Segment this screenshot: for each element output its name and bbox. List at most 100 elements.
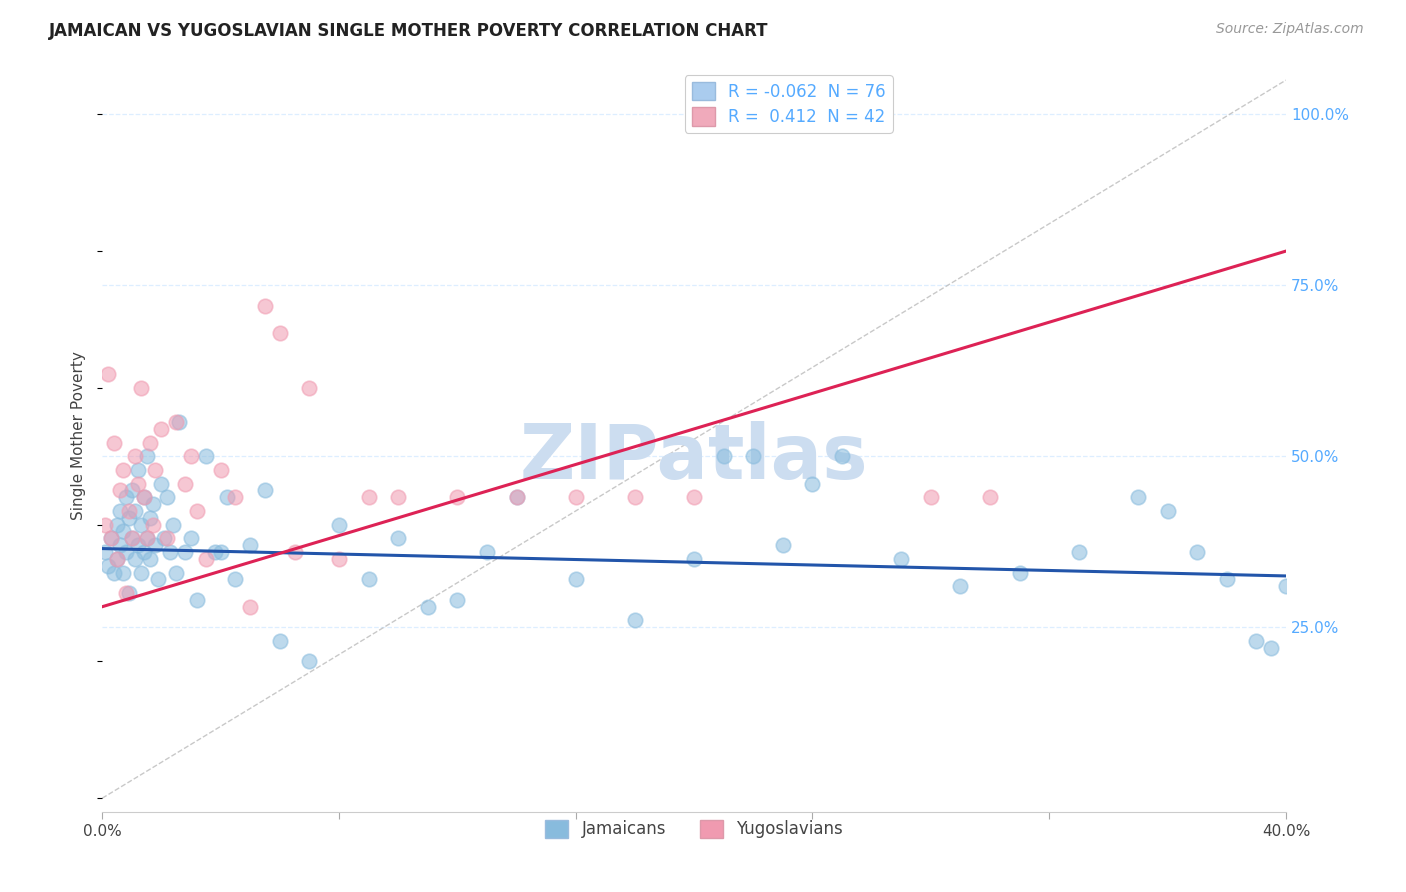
Point [156,531,179,545]
Point [111,524,134,539]
Point [97,558,120,573]
Point [156,490,179,504]
Point [124,449,146,463]
Point [100,531,122,545]
Point [127,463,149,477]
Point [145,538,167,552]
Point [153,531,176,545]
Point [141,517,163,532]
Point [159,545,181,559]
Point [920,490,942,504]
Point [135,449,157,463]
Point [209,545,232,559]
Text: JAMAICAN VS YUGOSLAVIAN SINGLE MOTHER POVERTY CORRELATION CHART: JAMAICAN VS YUGOSLAVIAN SINGLE MOTHER PO… [49,22,769,40]
Point [127,538,149,552]
Point [121,531,143,545]
Point [145,463,167,477]
Point [416,599,439,614]
Point [683,490,706,504]
Point [979,490,1001,504]
Point [108,538,131,552]
Point [387,531,409,545]
Point [150,476,173,491]
Point [132,490,155,504]
Point [357,573,380,587]
Point [1260,640,1282,655]
Point [624,614,647,628]
Point [186,504,208,518]
Point [108,483,131,498]
Point [742,449,765,463]
Text: ZIPatlas: ZIPatlas [520,421,869,495]
Point [118,504,141,518]
Point [505,490,527,504]
Point [148,573,170,587]
Point [180,449,202,463]
Point [224,573,246,587]
Point [357,490,380,504]
Point [118,510,141,524]
Point [121,531,143,545]
Point [111,463,134,477]
Point [446,490,468,504]
Point [505,490,527,504]
Point [132,545,155,559]
Point [174,476,197,491]
Point [801,476,824,491]
Point [328,517,350,532]
Point [135,531,157,545]
Point [111,566,134,580]
Point [949,579,972,593]
Point [138,552,160,566]
Point [298,381,321,395]
Point [1008,566,1031,580]
Point [138,435,160,450]
Point [132,490,155,504]
Point [194,552,217,566]
Point [253,299,276,313]
Point [100,531,122,545]
Point [194,449,217,463]
Point [124,552,146,566]
Point [127,476,149,491]
Point [1185,545,1208,559]
Point [831,449,853,463]
Point [564,490,586,504]
Point [239,599,262,614]
Point [124,504,146,518]
Point [105,552,128,566]
Point [94,545,117,559]
Point [129,517,152,532]
Point [713,449,735,463]
Point [138,510,160,524]
Point [150,422,173,436]
Point [209,463,232,477]
Text: Source: ZipAtlas.com: Source: ZipAtlas.com [1216,22,1364,37]
Point [115,586,138,600]
Point [186,593,208,607]
Point [387,490,409,504]
Point [1126,490,1149,504]
Point [475,545,498,559]
Point [1067,545,1090,559]
Point [328,552,350,566]
Point [94,517,117,532]
Point [105,552,128,566]
Point [180,531,202,545]
Point [129,566,152,580]
Point [165,566,187,580]
Point [269,326,291,340]
Point [103,566,125,580]
Point [103,435,125,450]
Point [298,655,321,669]
Point [97,367,120,381]
Point [446,593,468,607]
Point [1216,573,1239,587]
Point [174,545,197,559]
Point [115,490,138,504]
Point [239,538,262,552]
Point [1246,634,1268,648]
Point [269,634,291,648]
Point [224,490,246,504]
Point [167,415,190,429]
